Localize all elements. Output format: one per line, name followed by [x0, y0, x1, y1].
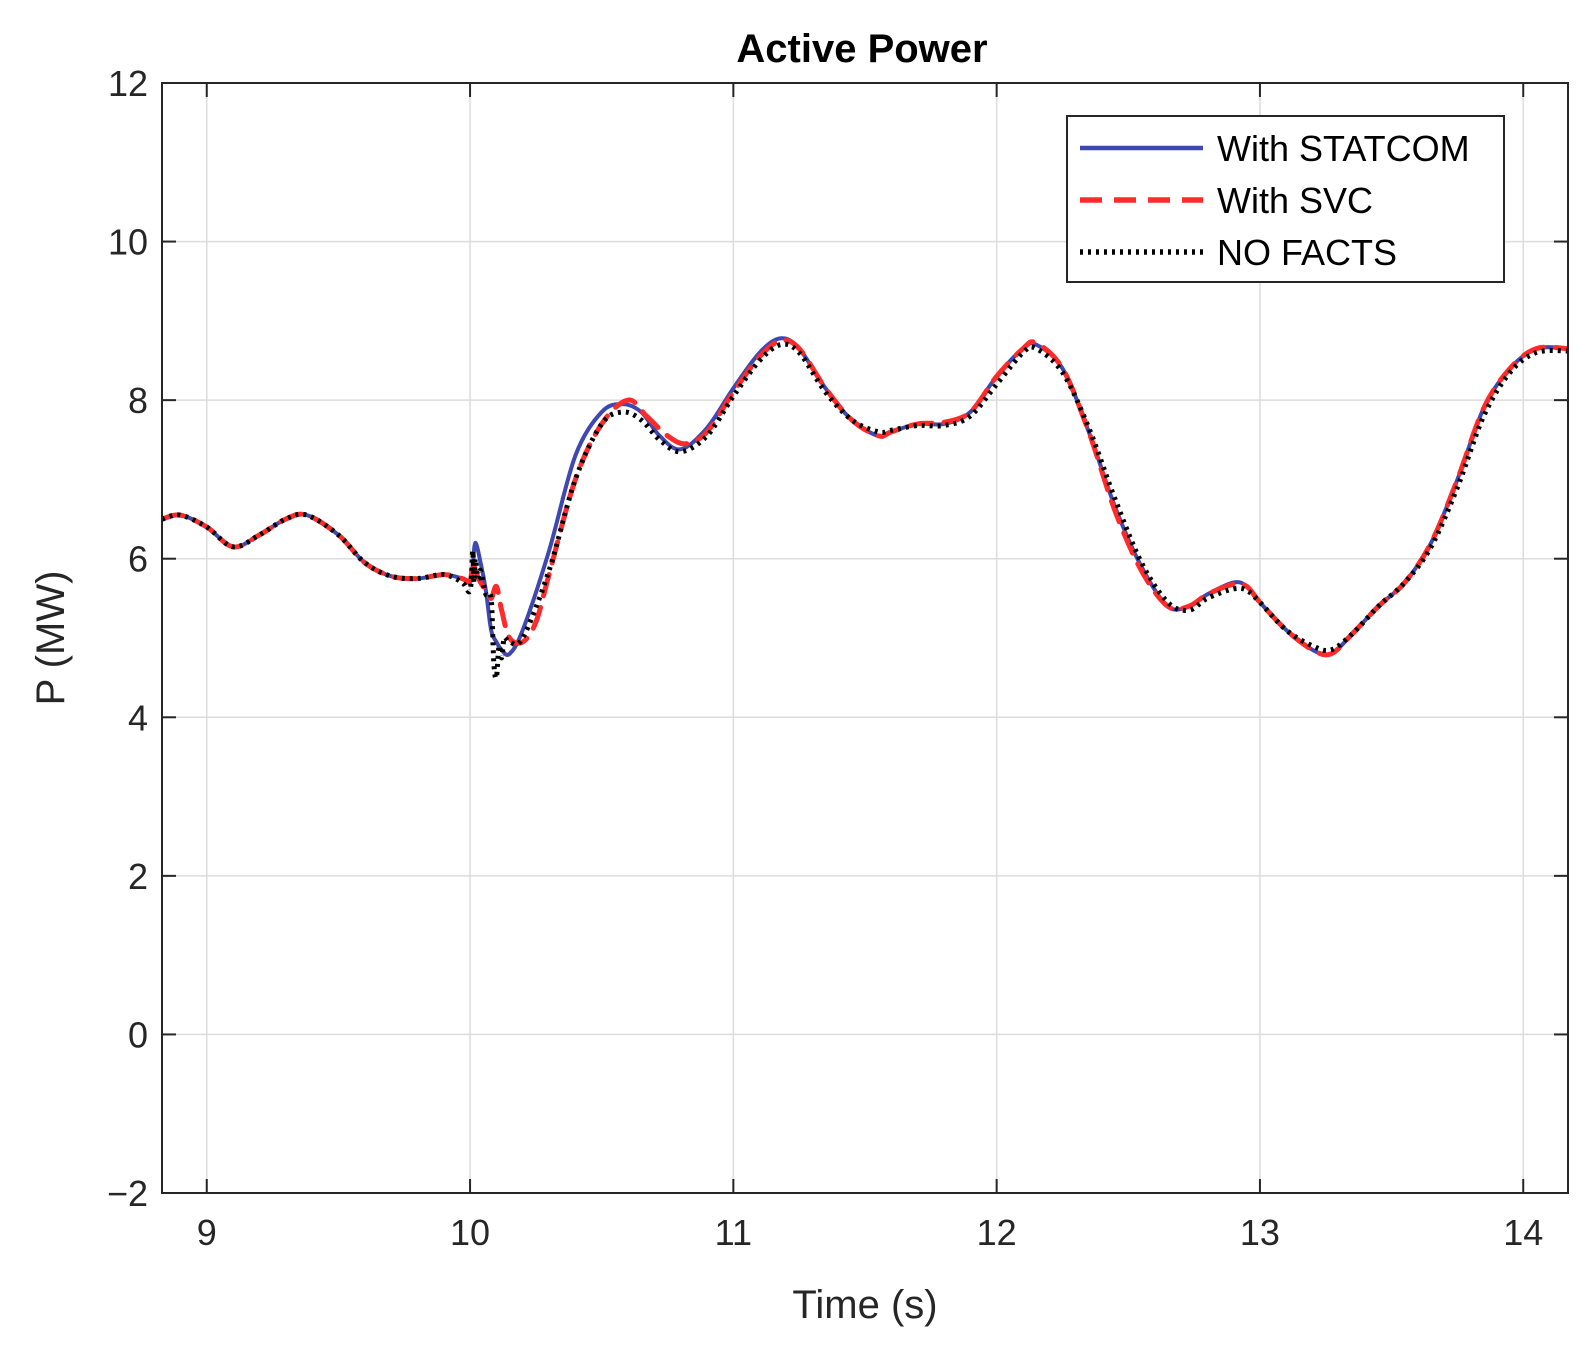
chart-title: Active Power: [736, 27, 987, 71]
y-axis-label: P (MW): [29, 571, 73, 706]
ticks: 9 10 11 12 13 14 −2 0 2 4 6 8 10 12: [107, 63, 1568, 1253]
series-layer: [162, 336, 1568, 681]
legend-box: [1066, 115, 1505, 283]
x-axis-label: Time (s): [792, 1283, 937, 1327]
y-tick-label: −2: [107, 1173, 148, 1214]
legend-label: With SVC: [1217, 180, 1373, 221]
x-tick-label: 14: [1503, 1212, 1543, 1253]
y-tick-label: 8: [128, 380, 148, 421]
legend-label: With STATCOM: [1217, 128, 1470, 169]
x-tick-label: 11: [715, 1212, 752, 1253]
legend: With STATCOM With SVC NO FACTS: [1066, 115, 1505, 283]
x-tick-label: 9: [197, 1212, 217, 1253]
y-tick-label: 2: [128, 856, 148, 897]
axes-box: [161, 82, 1569, 1194]
x-tick-label: 13: [1240, 1212, 1280, 1253]
y-tick-label: 12: [108, 63, 148, 104]
x-tick-label: 10: [450, 1212, 490, 1253]
legend-label: NO FACTS: [1217, 232, 1397, 273]
y-tick-label: 4: [128, 697, 148, 738]
y-tick-label: 6: [128, 539, 148, 580]
x-tick-label: 12: [977, 1212, 1017, 1253]
y-tick-label: 0: [128, 1014, 148, 1055]
y-tick-label: 10: [108, 222, 148, 263]
series-line-2: [162, 337, 1568, 658]
